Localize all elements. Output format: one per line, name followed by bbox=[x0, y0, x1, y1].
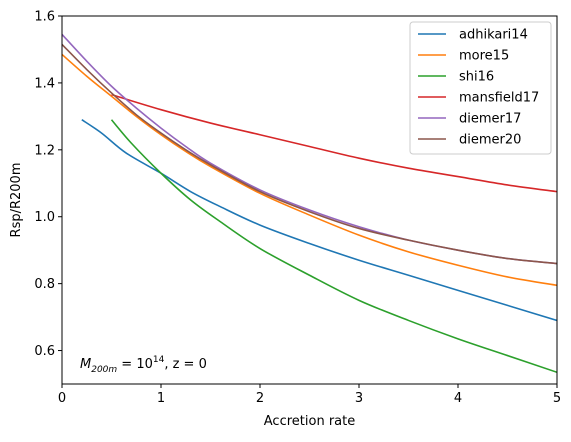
legend-label-shi16: shi16 bbox=[459, 70, 494, 85]
x-axis-label: Accretion rate bbox=[264, 414, 355, 429]
x-tick-label: 3 bbox=[355, 391, 363, 406]
annotation-mass-subscript: 200m bbox=[91, 365, 117, 375]
y-tick-label: 1.2 bbox=[34, 143, 55, 158]
series-line-diemer20 bbox=[62, 43, 557, 265]
series-line-shi16 bbox=[110, 119, 557, 374]
legend-label-diemer20: diemer20 bbox=[459, 133, 521, 148]
series-line-mansfield17 bbox=[111, 93, 557, 193]
annotation-mass-symbol: M bbox=[80, 357, 91, 372]
x-tick-label: 4 bbox=[454, 391, 462, 406]
x-tick-label: 5 bbox=[553, 391, 561, 406]
series-layer bbox=[62, 33, 557, 374]
legend-label-diemer17: diemer17 bbox=[459, 112, 521, 127]
plot-frame bbox=[61, 15, 558, 385]
annotation-redshift: , z = 0 bbox=[164, 357, 207, 372]
series-line-more15 bbox=[62, 53, 557, 287]
x-tick-label: 0 bbox=[58, 391, 66, 406]
legend-label-mansfield17: mansfield17 bbox=[459, 91, 539, 106]
y-tick-label: 1.4 bbox=[34, 76, 55, 91]
y-tick-label: 1.0 bbox=[34, 210, 55, 225]
x-axis-ticks: 0 1 2 3 4 5 bbox=[58, 384, 561, 406]
legend-label-more15: more15 bbox=[459, 49, 509, 64]
y-axis-ticks: 0.6 0.8 1.0 1.2 1.4 1.6 bbox=[34, 10, 62, 359]
annotation-equals: = 10 bbox=[117, 357, 153, 372]
series-line-adhikari14 bbox=[81, 119, 557, 322]
y-tick-label: 1.6 bbox=[34, 10, 55, 25]
annotation-exponent: 14 bbox=[153, 355, 165, 365]
y-tick-label: 0.6 bbox=[34, 344, 55, 359]
legend-label-adhikari14: adhikari14 bbox=[459, 28, 528, 43]
x-tick-label: 2 bbox=[256, 391, 264, 406]
mass-redshift-annotation: M200m = 1014, z = 0 bbox=[80, 355, 207, 375]
legend: adhikari14 more15 shi16 mansfield17 diemer17… bbox=[409, 21, 552, 155]
y-axis-label: Rsp/R200m bbox=[9, 163, 24, 238]
y-tick-label: 0.8 bbox=[34, 277, 55, 292]
x-tick-label: 1 bbox=[157, 391, 165, 406]
